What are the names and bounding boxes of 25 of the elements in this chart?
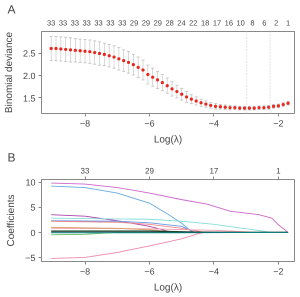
text: 29 [145,166,154,176]
y-tick-label: 1.5 [22,93,36,104]
y-tick-label: 5 [30,202,36,213]
y-tick-label: 2.0 [22,70,36,81]
x-tick-label: −8 [80,118,90,128]
x-tick-label: −4 [208,118,220,128]
y-tick-label: 2.5 [22,48,36,59]
x-axis-title: Log(λ) [154,282,182,294]
y-tick-label: −5 [25,252,36,263]
y-axis-title: Coefficients [6,194,18,247]
x-axis-title: Log(λ) [154,134,182,146]
y-tick-label: 10 [25,178,36,188]
y-axis-title: Binomial deviance [4,31,15,114]
text: B [8,150,16,164]
y-tick-label: 0 [30,228,36,238]
x-tick-label: −6 [144,266,155,276]
text: 33 [80,166,90,176]
x-tick-label: −4 [208,266,220,276]
text: 1 [276,166,282,176]
x-tick-label: −2 [273,266,284,276]
x-tick-label: −6 [144,118,155,128]
x-tick-label: −8 [80,266,90,276]
text: 17 [209,166,219,176]
text: A [8,2,16,16]
x-tick-label: −2 [273,118,284,128]
